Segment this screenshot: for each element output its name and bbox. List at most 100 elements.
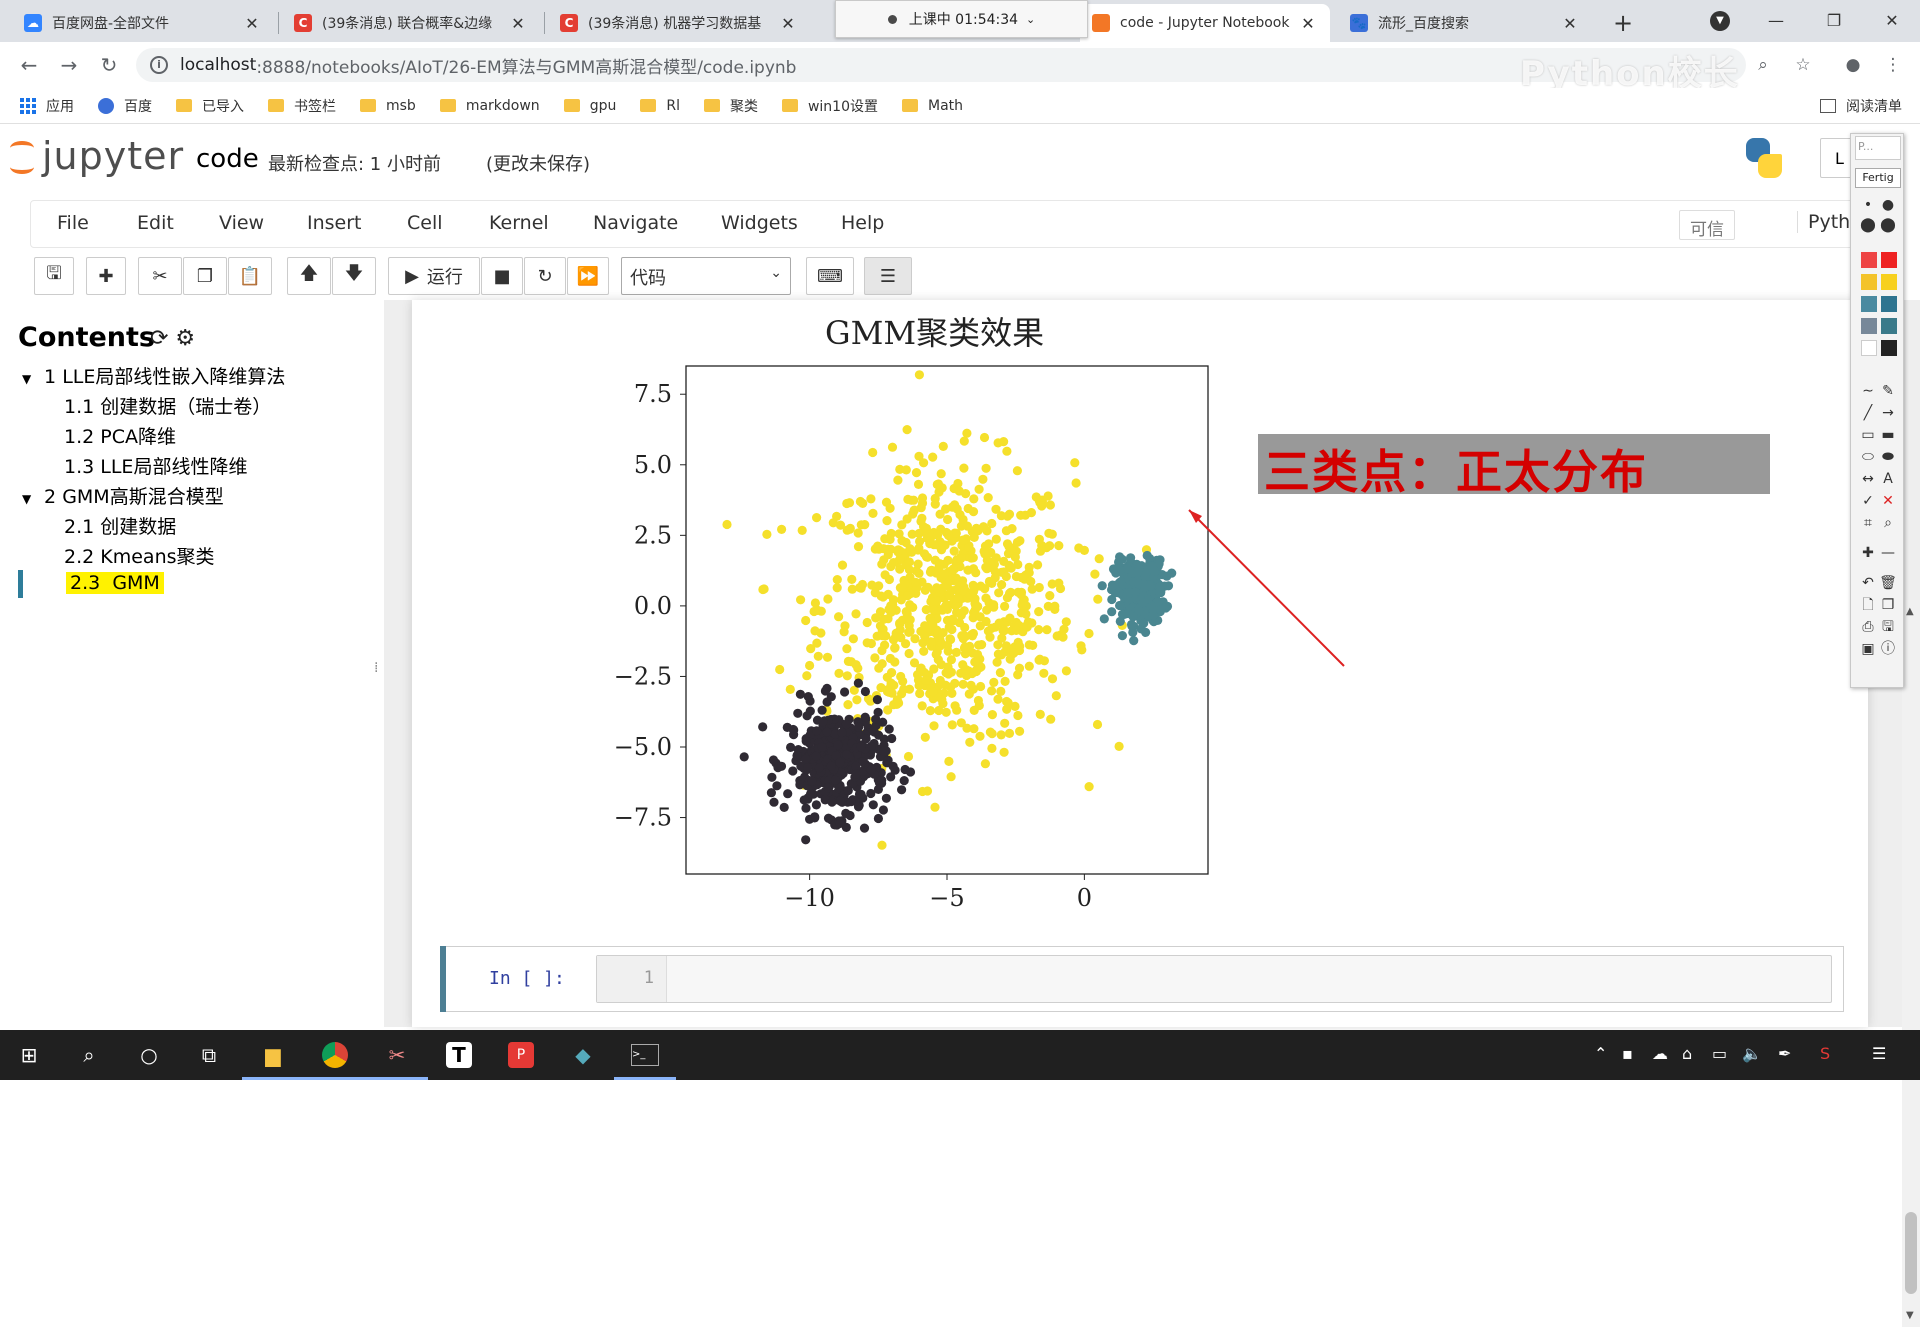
color-swatch-slate[interactable]	[1861, 318, 1877, 334]
medium-dot-icon[interactable]: ●	[1881, 197, 1895, 213]
menu-insert[interactable]: Insert	[307, 212, 362, 234]
code-input[interactable]: 1	[596, 955, 1832, 1003]
cloud-icon[interactable]: ☁	[1652, 1044, 1668, 1063]
toc-item[interactable]: ▼ 2 GMM高斯混合模型	[22, 482, 224, 509]
tab-csdn-2[interactable]: C (39条消息) 机器学习数据基 ✕	[548, 4, 810, 42]
close-icon[interactable]: ✕	[1301, 13, 1315, 33]
zoom-icon[interactable]: ⌕	[1758, 55, 1768, 75]
toc-item[interactable]: 1.3 LLE局部线性降维	[64, 452, 247, 479]
more-menu-icon[interactable]: ⋮	[1884, 55, 1902, 75]
bookmark-folder[interactable]: markdown	[439, 98, 540, 114]
menu-widgets[interactable]: Widgets	[721, 212, 798, 234]
menu-view[interactable]: View	[219, 212, 265, 234]
kernel-name[interactable]: Pytho	[1797, 211, 1862, 233]
chrome-icon[interactable]	[304, 1038, 366, 1080]
undo-icon[interactable]: ↶	[1862, 575, 1874, 591]
search-icon[interactable]: ⌕	[83, 1043, 95, 1067]
tab-csdn-1[interactable]: C (39条消息) 联合概率&边缘 ✕	[282, 4, 540, 42]
file-explorer-icon[interactable]: ▆	[242, 1038, 304, 1080]
info-circle-icon[interactable]: ⓘ	[1881, 641, 1895, 657]
crop-icon[interactable]: ⌗	[1864, 515, 1872, 531]
close-icon[interactable]: ✕	[511, 13, 525, 33]
volume-icon[interactable]: 🔈	[1742, 1044, 1762, 1063]
bookmark-star-icon[interactable]: ☆	[1795, 55, 1811, 75]
toc-item[interactable]: 2.2 Kmeans聚类	[64, 542, 215, 569]
double-arrow-icon[interactable]: ↔	[1862, 471, 1874, 487]
pen-icon[interactable]: ✒	[1778, 1044, 1792, 1063]
color-swatch-red[interactable]	[1861, 252, 1877, 268]
sogou-icon[interactable]: S	[1820, 1044, 1831, 1063]
network-tray-icon[interactable]: ⌂	[1682, 1044, 1693, 1063]
pdf-reader-icon[interactable]: P	[504, 1038, 538, 1072]
color-swatch-teal[interactable]	[1881, 296, 1897, 312]
color-swatch-yellow[interactable]	[1881, 274, 1897, 290]
bookmark-folder[interactable]: 书签栏	[268, 96, 336, 116]
notebook-name[interactable]: code	[196, 144, 259, 174]
snipping-tool-icon[interactable]: ✂	[366, 1038, 428, 1080]
task-view-icon[interactable]: ⧉	[201, 1043, 217, 1067]
forward-arrow-icon[interactable]: →	[60, 53, 78, 77]
menu-help[interactable]: Help	[841, 212, 885, 234]
new-tab-button[interactable]: +	[1612, 9, 1634, 37]
interrupt-button[interactable]: ■	[481, 257, 523, 295]
vscode-icon[interactable]: ◆	[575, 1043, 591, 1067]
move-up-button[interactable]: 🡅	[287, 257, 331, 295]
url-input[interactable]: i localhost :8888/notebooks/AIoT/26-EM算法…	[136, 48, 1746, 82]
trusted-indicator[interactable]: 可信	[1679, 210, 1735, 240]
window-close-icon[interactable]: ✕	[1885, 11, 1899, 30]
close-icon[interactable]: ✕	[1563, 13, 1577, 33]
add-icon[interactable]: ✚	[1862, 545, 1874, 561]
move-down-button[interactable]: 🡇	[332, 257, 376, 295]
menu-kernel[interactable]: Kernel	[489, 212, 549, 234]
text-tool-icon[interactable]: A	[1883, 471, 1893, 487]
bookmark-folder[interactable]: msb	[360, 98, 416, 114]
rectangle-icon[interactable]: ▭	[1861, 427, 1875, 443]
menu-file[interactable]: File	[57, 212, 89, 234]
pages-icon[interactable]: ❐	[1881, 597, 1895, 613]
menu-navigate[interactable]: Navigate	[593, 212, 679, 234]
line-icon[interactable]: ╱	[1863, 405, 1873, 421]
restart-button[interactable]: ↻	[524, 257, 566, 295]
color-swatch-black[interactable]	[1881, 340, 1897, 356]
notification-icon[interactable]: ☰	[1872, 1044, 1887, 1063]
scroll-up-icon[interactable]: ▲	[1906, 606, 1914, 617]
terminal-icon[interactable]: >_	[614, 1038, 676, 1080]
tray-chevron-up-icon[interactable]: ⌃	[1594, 1044, 1608, 1063]
toc-toggle-button[interactable]: ☰	[864, 257, 912, 295]
minus-icon[interactable]: —	[1881, 545, 1895, 561]
palette-header[interactable]: P...	[1855, 136, 1901, 160]
code-cell[interactable]: In [ ]: 1	[440, 946, 1844, 1012]
tab-baidu-pan[interactable]: ☁ 百度网盘-全部文件 ✕	[12, 4, 274, 42]
bookmark-folder[interactable]: 聚类	[703, 96, 758, 116]
xl-dot-icon[interactable]: ⬤	[1880, 217, 1896, 233]
recording-timer[interactable]: 上课中 01:54:34 ⌄	[835, 0, 1088, 38]
screen-icon[interactable]: ▣	[1861, 641, 1875, 657]
tab-jupyter[interactable]: code - Jupyter Notebook ✕	[1080, 4, 1330, 42]
small-dot-icon[interactable]: •	[1863, 197, 1873, 213]
toc-refresh-icon[interactable]: ⟳ ⚙	[150, 326, 196, 351]
magnifier-icon[interactable]: ⌕	[1884, 515, 1892, 531]
copy-button[interactable]: ❐	[183, 257, 227, 295]
minimize-icon[interactable]: —	[1768, 11, 1784, 30]
color-swatch-slate[interactable]	[1881, 318, 1897, 334]
palette-done-button[interactable]: Fertig	[1855, 168, 1901, 188]
save-button[interactable]: 🖫	[34, 257, 74, 295]
bookmark-apps[interactable]: 应用	[20, 96, 74, 116]
reading-list-button[interactable]: 阅读清单	[1820, 96, 1902, 116]
menu-cell[interactable]: Cell	[407, 212, 443, 234]
tray-app-icon[interactable]: ▪	[1622, 1044, 1633, 1063]
arrow-tool-icon[interactable]: →	[1882, 405, 1894, 421]
tab-baidu-search[interactable]: 🐾 流形_百度搜索 ✕	[1338, 4, 1592, 42]
close-icon[interactable]: ✕	[245, 13, 259, 33]
toc-resize-handle[interactable]: ⁞	[374, 660, 379, 676]
color-swatch-red[interactable]	[1881, 252, 1897, 268]
restore-icon[interactable]: ❐	[1826, 11, 1842, 30]
toc-item[interactable]: 2.1 创建数据	[64, 512, 176, 539]
trash-icon[interactable]: 🗑	[1879, 575, 1897, 591]
windows-start-icon[interactable]: ⊞	[20, 1043, 38, 1067]
bookmark-folder[interactable]: gpu	[563, 98, 616, 114]
scroll-down-icon[interactable]: ▼	[1906, 1310, 1914, 1321]
print-icon[interactable]: ⎙	[1862, 619, 1874, 635]
disk-icon[interactable]: 🖫	[1882, 619, 1894, 635]
toc-item[interactable]: ▼ 1 LLE局部线性嵌入降维算法	[22, 362, 285, 389]
